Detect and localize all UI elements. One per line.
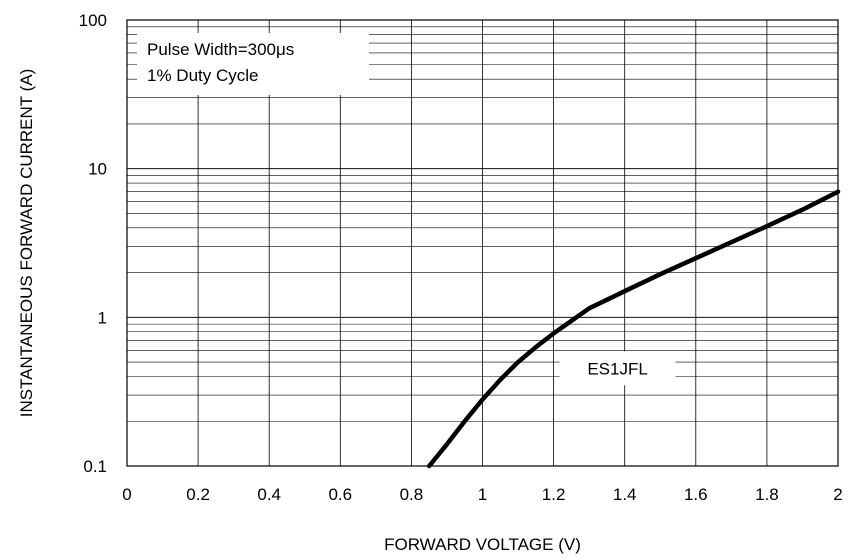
x-tick-label: 1.6 [684, 485, 708, 504]
series-lines [426, 189, 841, 469]
x-tick-label: 0.8 [400, 485, 424, 504]
plot-frame [126, 19, 839, 467]
grid-lines [127, 20, 838, 466]
y-tick-label: 1 [98, 308, 107, 327]
x-tick-labels: 0 0.2 0.4 0.6 0.8 1 1.2 1.4 1.6 1.8 2 [122, 485, 842, 504]
y-tick-label: 10 [88, 160, 107, 179]
annotation-background [137, 33, 369, 95]
x-axis-label: FORWARD VOLTAGE (V) [384, 535, 581, 554]
series-label-background [559, 351, 676, 386]
x-tick-label: 1.4 [613, 485, 637, 504]
x-tick-label: 0.6 [328, 485, 352, 504]
annotation-box: Pulse Width=300μs 1% Duty Cycle [137, 33, 369, 95]
x-tick-label: 1 [478, 485, 487, 504]
x-tick-label: 0.4 [257, 485, 281, 504]
series-label: ES1JFL [587, 359, 647, 378]
series-label-group: ES1JFL [559, 351, 676, 386]
x-tick-label: 1.8 [755, 485, 779, 504]
annotation-pulse-width: Pulse Width=300μs [147, 40, 294, 59]
x-tick-label: 1.2 [542, 485, 566, 504]
y-axis-label: INSTANTANEOUS FORWARD CURRENT (A) [17, 69, 36, 418]
x-tick-label: 0.2 [186, 485, 210, 504]
x-tick-label: 0 [122, 485, 131, 504]
y-tick-labels: 0.1 1 10 100 [79, 11, 107, 476]
x-tick-label: 2 [833, 485, 842, 504]
annotation-duty-cycle: 1% Duty Cycle [147, 66, 258, 85]
y-tick-label: 100 [79, 11, 107, 30]
series-line [426, 189, 841, 469]
y-tick-label: 0.1 [83, 457, 107, 476]
